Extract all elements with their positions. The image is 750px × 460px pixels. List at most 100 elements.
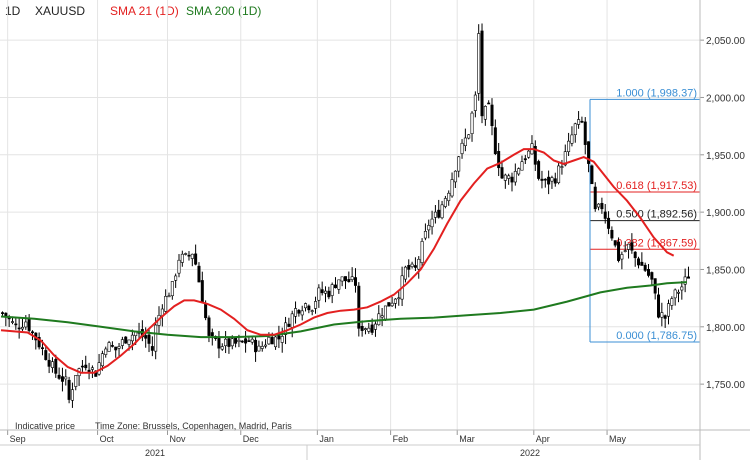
candle-body xyxy=(637,258,641,266)
candle-body xyxy=(297,309,301,314)
candle-body xyxy=(320,289,324,294)
candle xyxy=(317,284,321,308)
candle-body xyxy=(520,161,524,171)
candle xyxy=(443,195,447,209)
candle xyxy=(433,205,437,224)
candle-body xyxy=(353,277,357,286)
candle-body xyxy=(350,276,354,280)
candle-body xyxy=(410,263,414,268)
candle-body xyxy=(40,347,44,349)
candle xyxy=(257,340,261,352)
x-tick-label: Apr xyxy=(536,434,550,444)
candle xyxy=(580,116,584,124)
x-tick-label: Sep xyxy=(10,434,26,444)
candle-body xyxy=(370,324,374,333)
candle xyxy=(550,175,554,189)
candle xyxy=(593,182,597,212)
candle xyxy=(287,317,291,328)
candle xyxy=(650,271,654,286)
candle-body xyxy=(497,151,501,169)
candle xyxy=(653,278,657,300)
candle xyxy=(467,134,471,140)
candle xyxy=(660,302,664,327)
candle xyxy=(393,298,397,309)
candle xyxy=(87,362,91,380)
candle xyxy=(663,314,667,328)
candle-body xyxy=(60,376,64,382)
candle xyxy=(224,331,228,354)
candle xyxy=(34,332,38,350)
candle xyxy=(274,335,278,350)
candle xyxy=(523,154,527,165)
candle-body xyxy=(547,176,551,185)
candle-body xyxy=(607,217,611,229)
candle xyxy=(383,305,387,321)
candle-body xyxy=(84,364,88,369)
candle xyxy=(240,340,244,344)
candle xyxy=(637,256,641,269)
candle-body xyxy=(177,259,181,274)
candle xyxy=(107,340,111,352)
candle-body xyxy=(367,327,371,332)
candle-body xyxy=(493,127,497,154)
candle-body xyxy=(117,346,121,349)
candle-body xyxy=(527,150,531,158)
candle-body xyxy=(580,120,584,123)
sma200-legend[interactable]: SMA 200 (1D) xyxy=(186,4,262,18)
candle xyxy=(417,256,421,279)
candle xyxy=(590,164,594,185)
symbol-label[interactable]: XAUUSD xyxy=(35,4,86,18)
candle xyxy=(360,320,364,337)
candle-body xyxy=(553,178,557,184)
candle xyxy=(673,288,677,306)
candle xyxy=(407,259,411,278)
candle-body xyxy=(304,303,308,309)
candle xyxy=(330,282,334,304)
candle xyxy=(4,312,8,327)
candle xyxy=(617,237,621,263)
interval-label[interactable]: 1D xyxy=(5,4,21,18)
candle-body xyxy=(207,317,211,336)
candle-body xyxy=(363,328,367,330)
candle xyxy=(453,170,457,188)
candle-body xyxy=(610,229,614,239)
candle-body xyxy=(290,313,294,328)
candle-body xyxy=(64,376,68,380)
candle-body xyxy=(267,336,271,345)
candle xyxy=(373,321,377,337)
candle xyxy=(460,139,464,159)
candle-body xyxy=(144,335,148,339)
candle xyxy=(70,382,74,408)
candle-body xyxy=(124,336,128,344)
candle-body xyxy=(327,290,331,298)
candle xyxy=(254,336,258,362)
candle xyxy=(80,360,84,372)
candle-body xyxy=(194,253,198,265)
candle-body xyxy=(164,296,168,312)
candle xyxy=(17,318,21,339)
candle-body xyxy=(463,137,467,146)
candle xyxy=(587,141,591,173)
candle xyxy=(530,135,534,155)
sma21-legend[interactable]: SMA 21 (1D) xyxy=(110,4,179,18)
candle-body xyxy=(633,251,637,259)
candle-body xyxy=(600,202,604,210)
candle-body xyxy=(90,367,94,370)
candle-body xyxy=(147,334,151,344)
candle xyxy=(603,204,607,224)
candle xyxy=(104,346,108,358)
candle-body xyxy=(503,174,507,181)
timezone-note: Time Zone: Brussels, Copenhagen, Madrid,… xyxy=(95,421,292,431)
candle xyxy=(647,264,651,278)
y-tick-label: 1,850.00 xyxy=(706,265,745,276)
candle xyxy=(44,345,48,361)
candle xyxy=(220,343,224,351)
candle-body xyxy=(254,339,258,353)
candle-body xyxy=(437,209,441,218)
x-tick-label: Feb xyxy=(393,434,409,444)
candle-body xyxy=(314,301,318,309)
candle xyxy=(440,200,444,220)
candle xyxy=(547,170,551,195)
candle-body xyxy=(570,134,574,144)
